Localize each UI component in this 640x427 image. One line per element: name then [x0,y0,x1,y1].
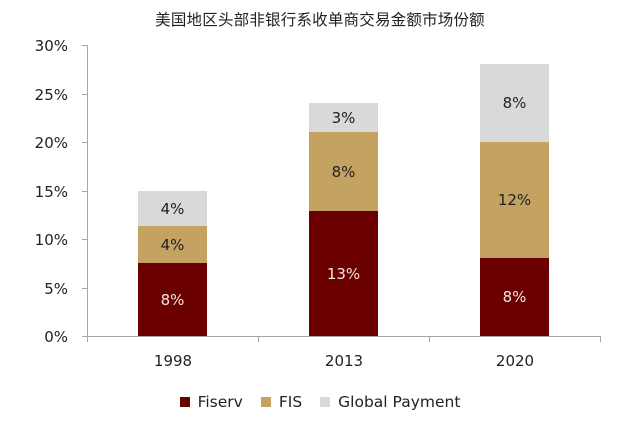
data-label: 8% [160,290,185,309]
y-tick-label: 25% [34,85,68,104]
bar-segment-fiserv-1998: 8% [138,263,207,336]
x-tick [600,336,601,342]
bar-segment-fiserv-2013: 13% [309,211,378,336]
y-tick-label: 10% [34,231,68,249]
y-tick-label: 15% [34,182,68,201]
legend-swatch-icon [179,397,190,407]
y-tick-label: 20% [34,134,68,152]
chart-title: 美国地区头部非银行系收单商交易金额市场份额 [155,11,485,29]
legend-label: FIS [278,393,303,411]
bar-segment-global-payment-2020: 8% [480,64,549,142]
bar-segment-fis-1998: 4% [138,226,207,263]
data-label: 8% [331,162,356,181]
bar-segment-fiserv-2020: 8% [480,258,549,336]
y-tick-label: 0% [44,328,68,346]
y-tick [82,288,87,289]
legend: Fiserv FIS Global Payment [0,393,640,411]
legend-label: Global Payment [338,393,461,411]
x-tick-label: 1998 [153,352,193,370]
bar-segment-global-payment-2013: 3% [309,103,378,132]
x-tick-label: 2020 [495,352,535,370]
x-axis-line [87,336,600,337]
y-axis-line [87,45,88,336]
y-tick [82,239,87,240]
data-label: 3% [331,108,356,127]
x-tick-label: 2013 [324,352,364,370]
y-tick [82,336,87,337]
data-label: 4% [160,199,185,218]
y-tick [82,45,87,46]
legend-label: Fiserv [197,393,243,411]
y-tick [82,191,87,192]
y-tick [82,142,87,143]
data-label: 8% [502,288,527,306]
data-label: 12% [497,191,532,209]
legend-item-fiserv: Fiserv [179,393,243,411]
legend-item-fis: FIS [260,393,303,411]
y-tick-label: 30% [34,37,68,55]
y-tick-label: 5% [44,279,68,298]
bar-segment-fis-2013: 8% [309,132,378,211]
data-label: 8% [502,94,527,112]
bar-segment-fis-2020: 12% [480,142,549,258]
y-tick [82,94,87,95]
data-label: 13% [326,264,361,283]
x-tick [87,336,88,342]
x-tick [429,336,430,342]
legend-swatch-icon [320,397,331,407]
bar-segment-global-payment-1998: 4% [138,191,207,226]
legend-swatch-icon [260,397,271,407]
legend-item-global-payment: Global Payment [320,393,460,411]
data-label: 4% [160,235,185,254]
x-tick [258,336,259,342]
